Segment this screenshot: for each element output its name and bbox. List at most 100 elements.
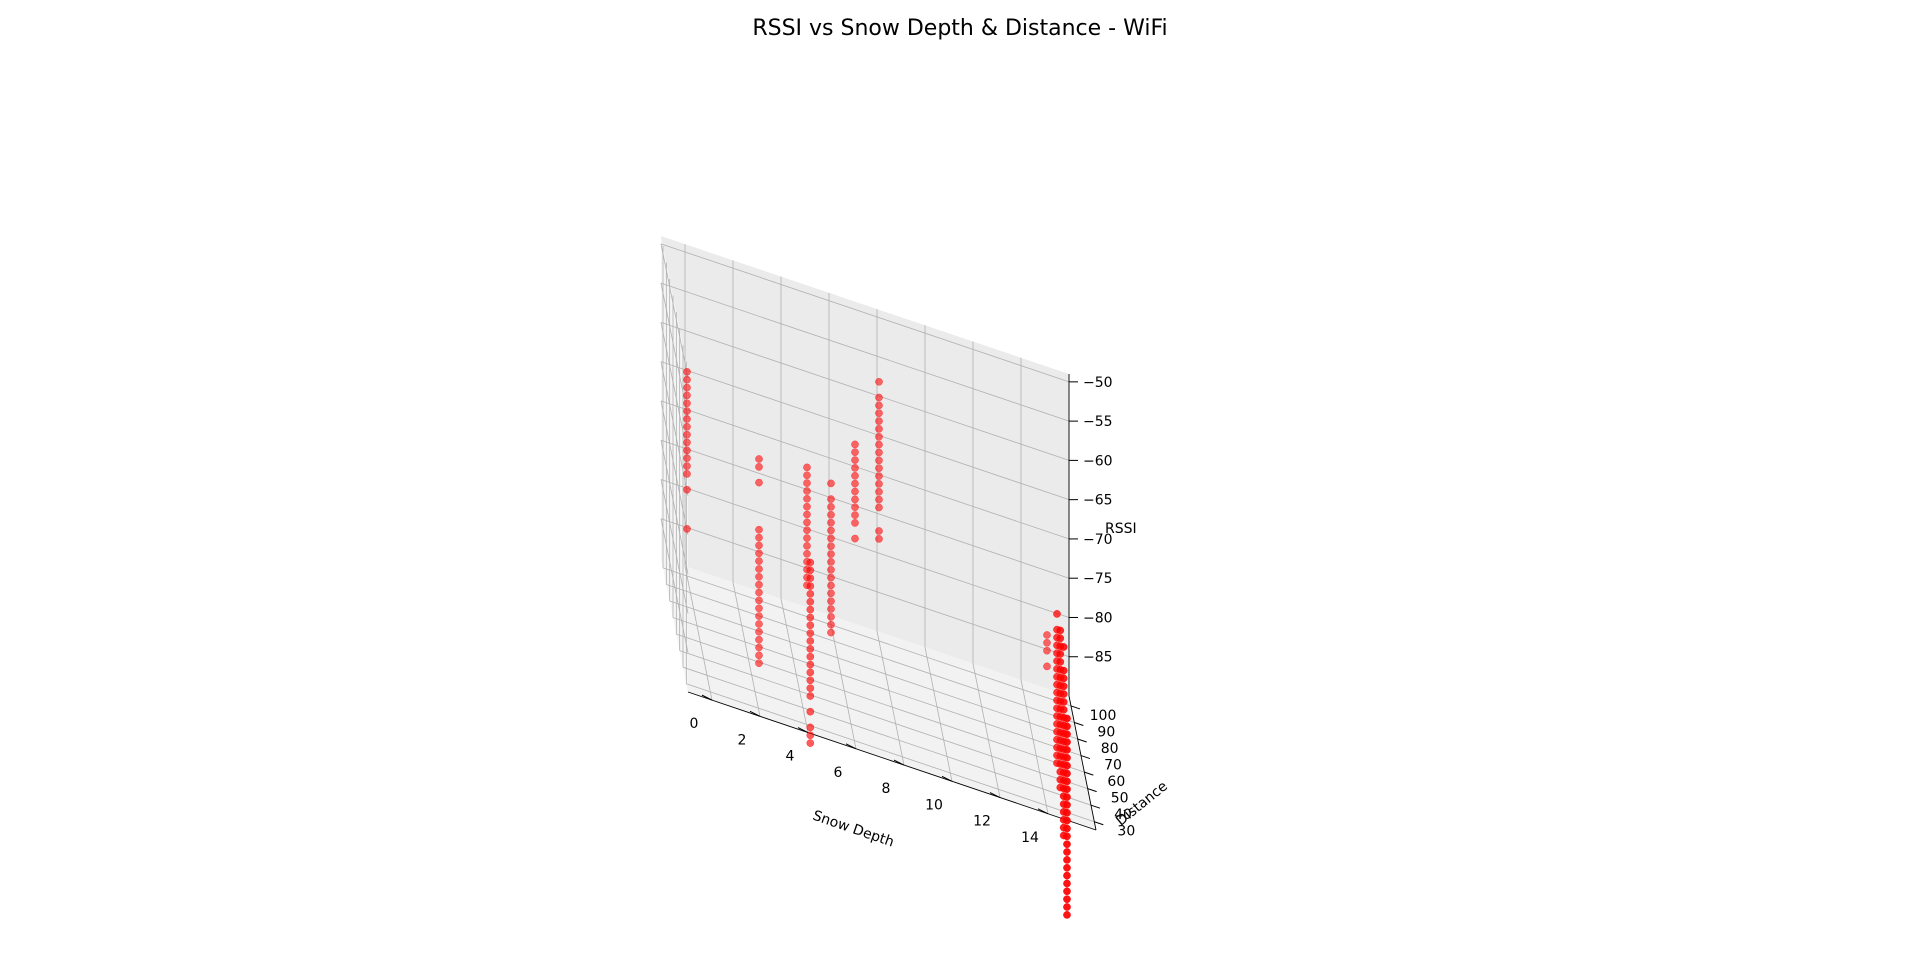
x-tick-label: 0 [690,716,699,732]
y-tick-label: 40 [1114,807,1132,823]
data-point [755,541,763,550]
data-point [683,375,691,384]
x-axis-label: Snow Depth [811,808,896,851]
x-axis-line [687,691,1097,831]
y-grid-floor [686,683,1095,823]
data-point [851,448,859,457]
data-point [803,487,811,495]
data-point [803,510,811,519]
z-tick-label: −55 [1083,414,1113,430]
data-point [806,605,815,614]
data-point [755,580,763,589]
data-point [851,534,859,543]
data-point [755,478,763,487]
y-tick-mark [1090,804,1101,809]
y-tick-label: 90 [1097,724,1115,740]
y-grid-floor [662,567,1072,707]
z-grid-side [660,243,689,378]
x-grid-floor [972,663,1001,798]
y-tick-mark [1077,738,1087,743]
data-point [1063,863,1071,872]
x-tick-label: 14 [1021,830,1039,846]
y-grid-floor [672,617,1082,756]
z-tick-label: −85 [1083,650,1113,666]
data-point [806,621,815,630]
data-point [803,463,811,472]
data-point [1059,705,1068,714]
data-point [683,470,691,478]
data-point [1063,879,1071,888]
data-point [1043,631,1051,639]
data-point [806,723,815,732]
y-tick-label: 50 [1111,791,1129,807]
data-point [1063,722,1071,731]
y-grid-floor [666,584,1075,723]
y-tick-label: 30 [1117,824,1135,840]
y-grid-floor [669,600,1078,740]
data-point [683,438,691,447]
x-tick-mark [845,743,857,750]
data-point [875,417,883,425]
x-grid-floor [924,647,953,782]
data-point [806,613,815,622]
data-point [1063,816,1071,825]
data-point [827,503,835,511]
data-point [875,464,883,473]
data-point [803,542,811,550]
y-tick-label: 60 [1107,774,1125,790]
data-point [1063,777,1071,786]
y-tick-mark [1070,705,1081,710]
data-point [851,519,859,527]
data-point [1059,682,1068,691]
data-point [683,485,691,494]
y-tick-label: 80 [1101,741,1119,757]
data-point [755,659,763,668]
data-point [755,525,763,534]
z-axis-label: RSSI [1105,521,1137,537]
data-point [1063,738,1071,746]
x-tick-mark [749,710,761,717]
x-tick-mark [893,759,905,766]
data-point [851,503,859,512]
data-point [875,425,883,433]
data-point [806,676,815,685]
x-tick-label: 6 [834,765,843,781]
back-pane [661,236,1069,696]
data-point [1059,674,1068,683]
data-point [827,510,835,519]
z-grid-back [660,400,1070,540]
data-point [803,526,811,535]
data-point [755,651,763,660]
y-tick-label: 100 [1090,708,1117,724]
data-point [1063,730,1071,739]
data-point [806,574,815,583]
data-point [827,526,835,535]
data-point [851,456,859,464]
data-point [1056,650,1065,658]
data-point [827,589,835,598]
data-point [806,652,815,661]
data-point [851,495,859,504]
z-grid-back [660,361,1070,501]
data-point [875,393,883,402]
data-point [875,456,883,465]
data-point [1063,840,1071,849]
data-point [827,495,835,503]
data-point [806,692,815,700]
z-tick-label: −75 [1083,571,1113,587]
data-point [875,448,883,457]
data-point [683,525,691,533]
x-grid-floor [732,582,761,717]
x-grid-floor [828,614,857,749]
data-point [875,472,883,480]
z-grid-back [660,282,1070,422]
data-point [683,422,691,431]
y-grid-floor [676,633,1085,773]
data-point [683,391,691,400]
data-point [875,401,883,410]
data-point [875,535,883,543]
data-point [827,558,835,566]
x-grid-floor [780,598,809,733]
